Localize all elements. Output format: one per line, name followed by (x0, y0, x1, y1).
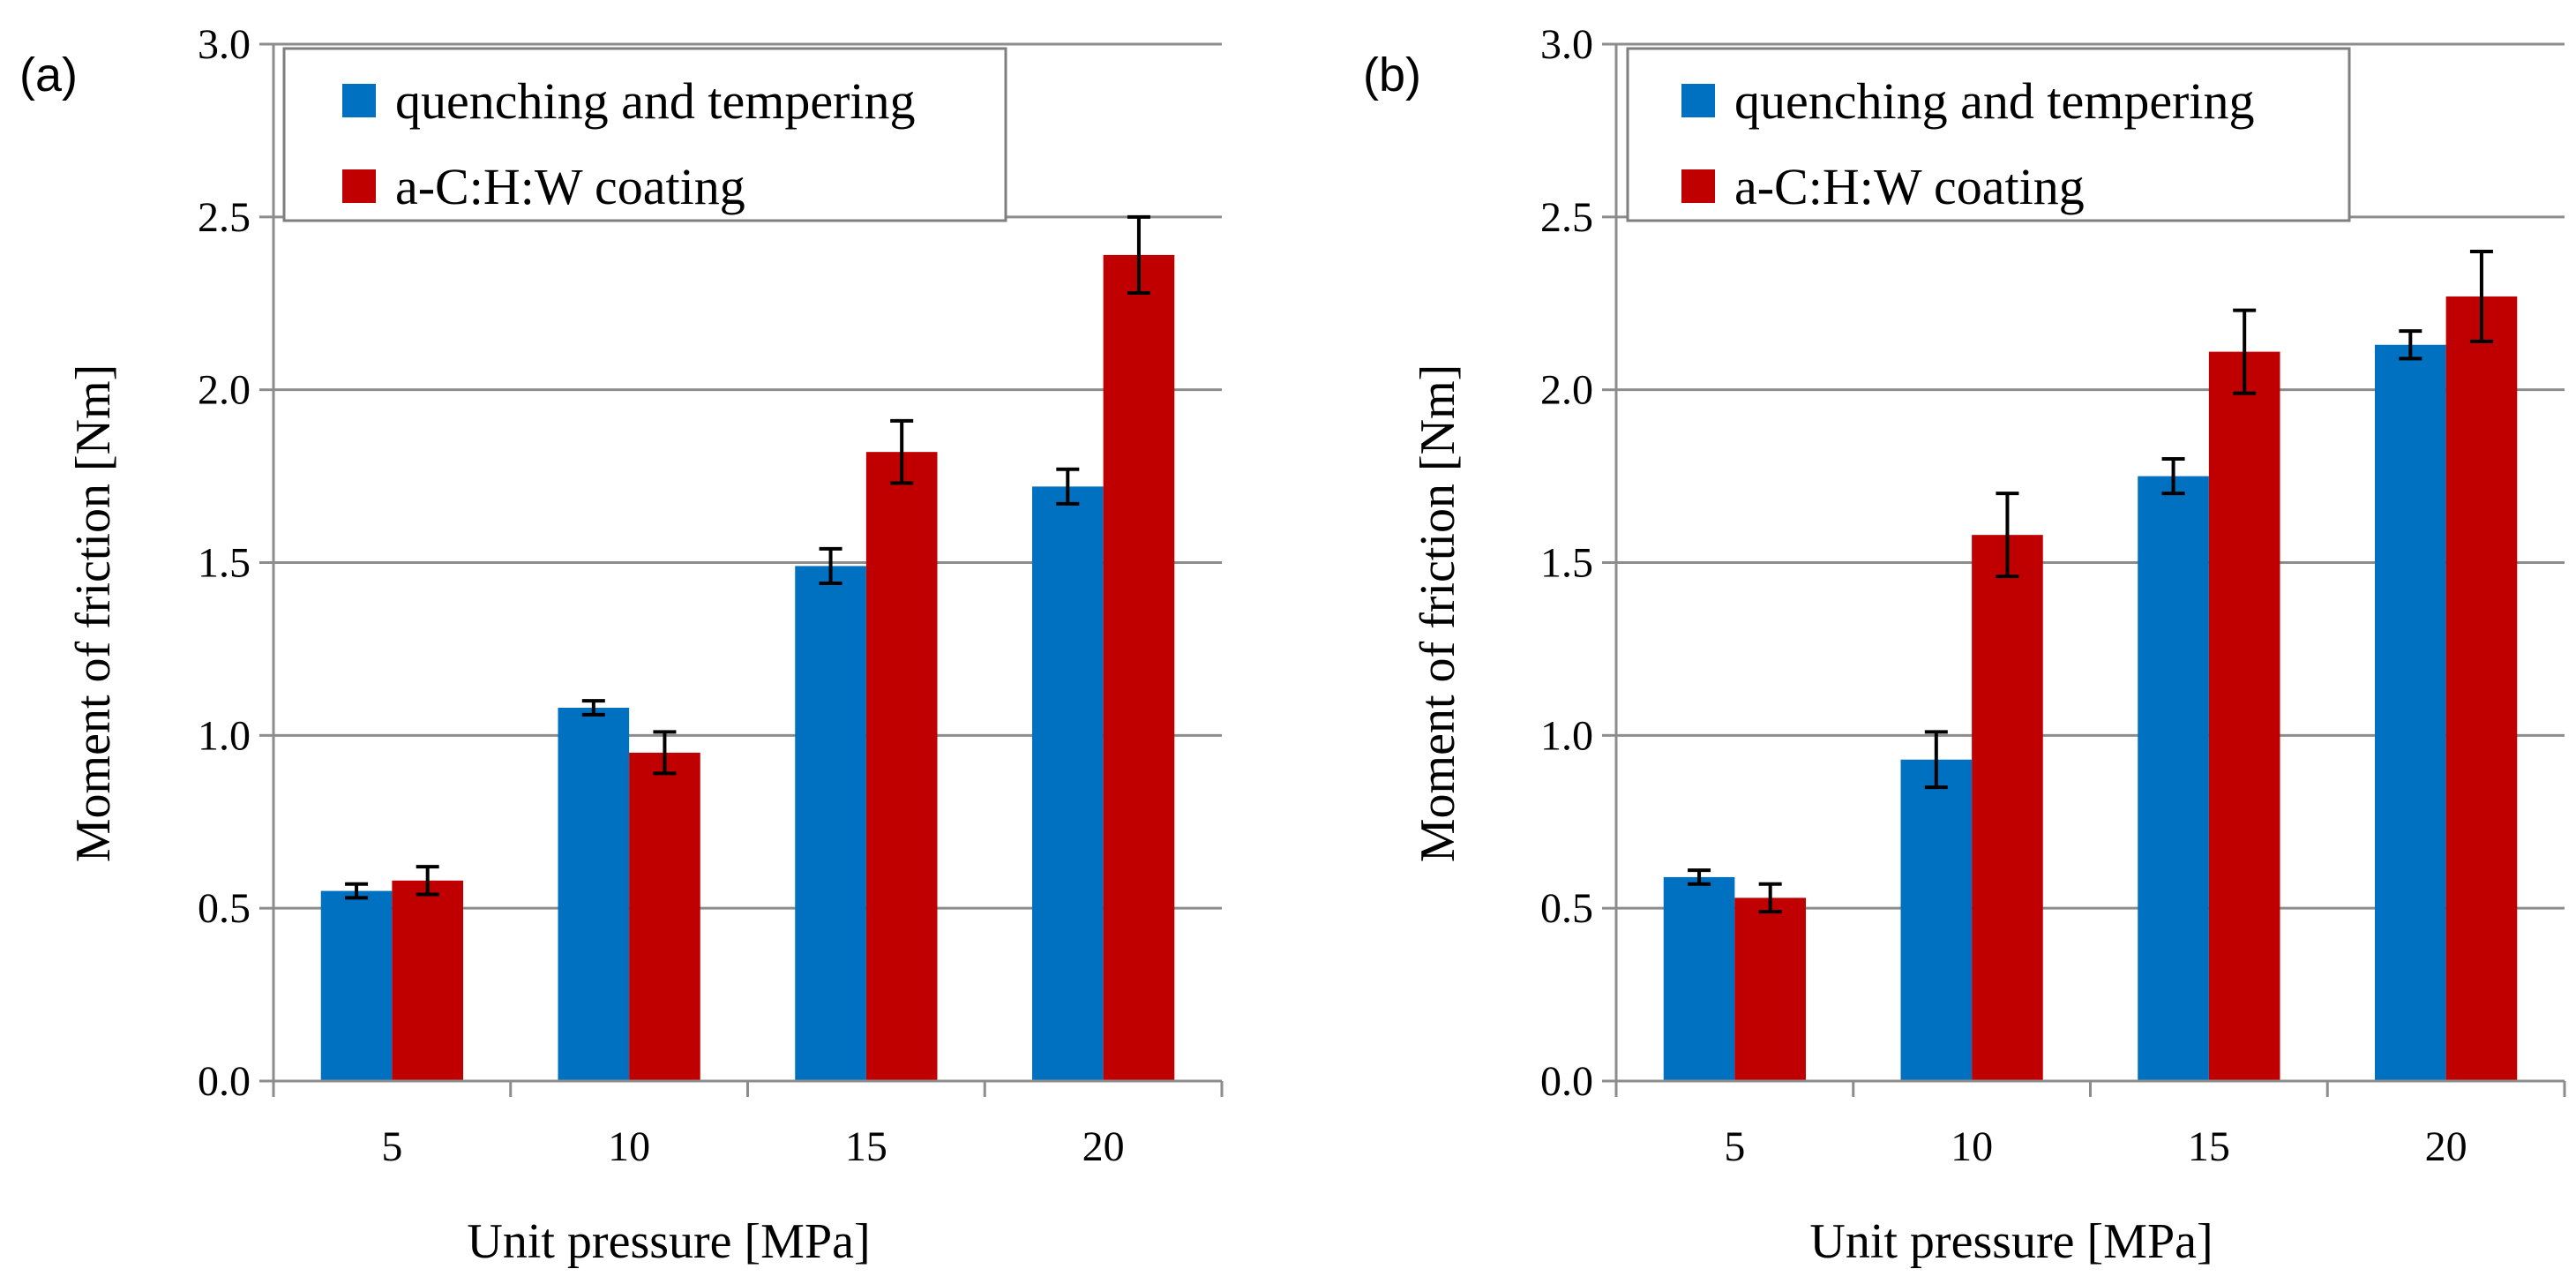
bar-coating (1734, 897, 1806, 1081)
y-axis-title: Moment of friction [Nm] (66, 364, 121, 863)
bar-coating (629, 752, 700, 1081)
x-tick-label: 5 (381, 1123, 402, 1170)
x-tick-labels: 5 10 15 20 (381, 1123, 1124, 1170)
legend-swatch-1 (342, 169, 376, 203)
bar-coating (1972, 535, 2043, 1081)
legend-label-1: a-C:H:W coating (395, 158, 745, 215)
y-tick-label: 1.5 (198, 540, 251, 587)
bar-quenching (1663, 876, 1735, 1081)
error-bars (1688, 250, 2493, 914)
legend-swatch-1 (1681, 169, 1715, 203)
y-tick-label: 2.0 (198, 367, 251, 414)
legend: quenching and tempering a-C:H:W coating (282, 47, 1007, 222)
x-axis-title: Unit pressure [MPa] (467, 1214, 870, 1269)
legend-swatch-0 (342, 84, 376, 117)
y-tick-label: 0.5 (1540, 885, 1593, 932)
bar-coating (1103, 254, 1175, 1082)
x-tick-label: 15 (845, 1123, 887, 1170)
y-tick-label: 2.5 (1540, 194, 1593, 241)
y-tick-label: 0.0 (1540, 1058, 1593, 1105)
y-tick-label: 2.0 (1540, 367, 1593, 414)
x-tick-label: 10 (608, 1123, 650, 1170)
chart-panel-b: (b) 0.0 0.5 1.0 1.5 2.0 2.5 3.0 5 10 15 20 Unit p… (1363, 21, 2566, 1269)
bar-quenching (2138, 476, 2209, 1081)
y-tick-label: 0.0 (198, 1058, 251, 1105)
axes (1602, 42, 2566, 1097)
bar-quenching (320, 890, 393, 1081)
bars (320, 254, 1175, 1082)
y-axis-title: Moment of friction [Nm] (1411, 364, 1465, 863)
x-tick-labels: 5 10 15 20 (1724, 1123, 2467, 1170)
legend-box (1626, 47, 2351, 222)
error-bars (345, 214, 1150, 900)
bar-coating (2445, 296, 2518, 1082)
x-tick-label: 15 (2188, 1123, 2230, 1170)
x-tick-label: 20 (2425, 1123, 2467, 1170)
bar-coating (392, 880, 463, 1081)
bar-coating (865, 452, 938, 1081)
y-tick-label: 1.5 (1540, 540, 1593, 587)
x-axis-title: Unit pressure [MPa] (1809, 1214, 2213, 1269)
axes (259, 42, 1224, 1097)
bar-quenching (2375, 344, 2446, 1081)
y-tick-label: 3.0 (198, 21, 251, 68)
panel-label: (a) (19, 49, 78, 101)
legend-swatch-0 (1681, 84, 1715, 117)
bar-quenching (795, 566, 866, 1081)
legend: quenching and tempering a-C:H:W coating (1626, 47, 2351, 222)
legend-label-0: quenching and tempering (395, 72, 916, 130)
bar-quenching (558, 708, 630, 1081)
x-tick-label: 20 (1082, 1123, 1125, 1170)
legend-box (282, 47, 1007, 222)
y-tick-label: 1.0 (1540, 712, 1593, 759)
bar-quenching (1900, 759, 1973, 1081)
y-tick-labels: 0.0 0.5 1.0 1.5 2.0 2.5 3.0 (1540, 21, 1593, 1105)
y-tick-label: 1.0 (198, 712, 251, 759)
panel-label: (b) (1363, 49, 1421, 101)
bar-coating (2208, 351, 2280, 1081)
bars (1663, 296, 2518, 1082)
chart-panel-a: (a) 0.0 0.5 1.0 1.5 2.0 2.5 3.0 5 10 15 20 Unit p… (19, 21, 1224, 1269)
legend-label-1: a-C:H:W coating (1734, 158, 2085, 215)
legend-label-0: quenching and tempering (1734, 72, 2255, 130)
y-tick-label: 0.5 (198, 885, 251, 932)
x-tick-label: 10 (1951, 1123, 1993, 1170)
x-tick-label: 5 (1724, 1123, 1745, 1170)
y-tick-label: 2.5 (198, 194, 251, 241)
bar-quenching (1032, 486, 1104, 1081)
y-tick-label: 3.0 (1540, 21, 1593, 68)
y-tick-labels: 0.0 0.5 1.0 1.5 2.0 2.5 3.0 (198, 21, 251, 1105)
